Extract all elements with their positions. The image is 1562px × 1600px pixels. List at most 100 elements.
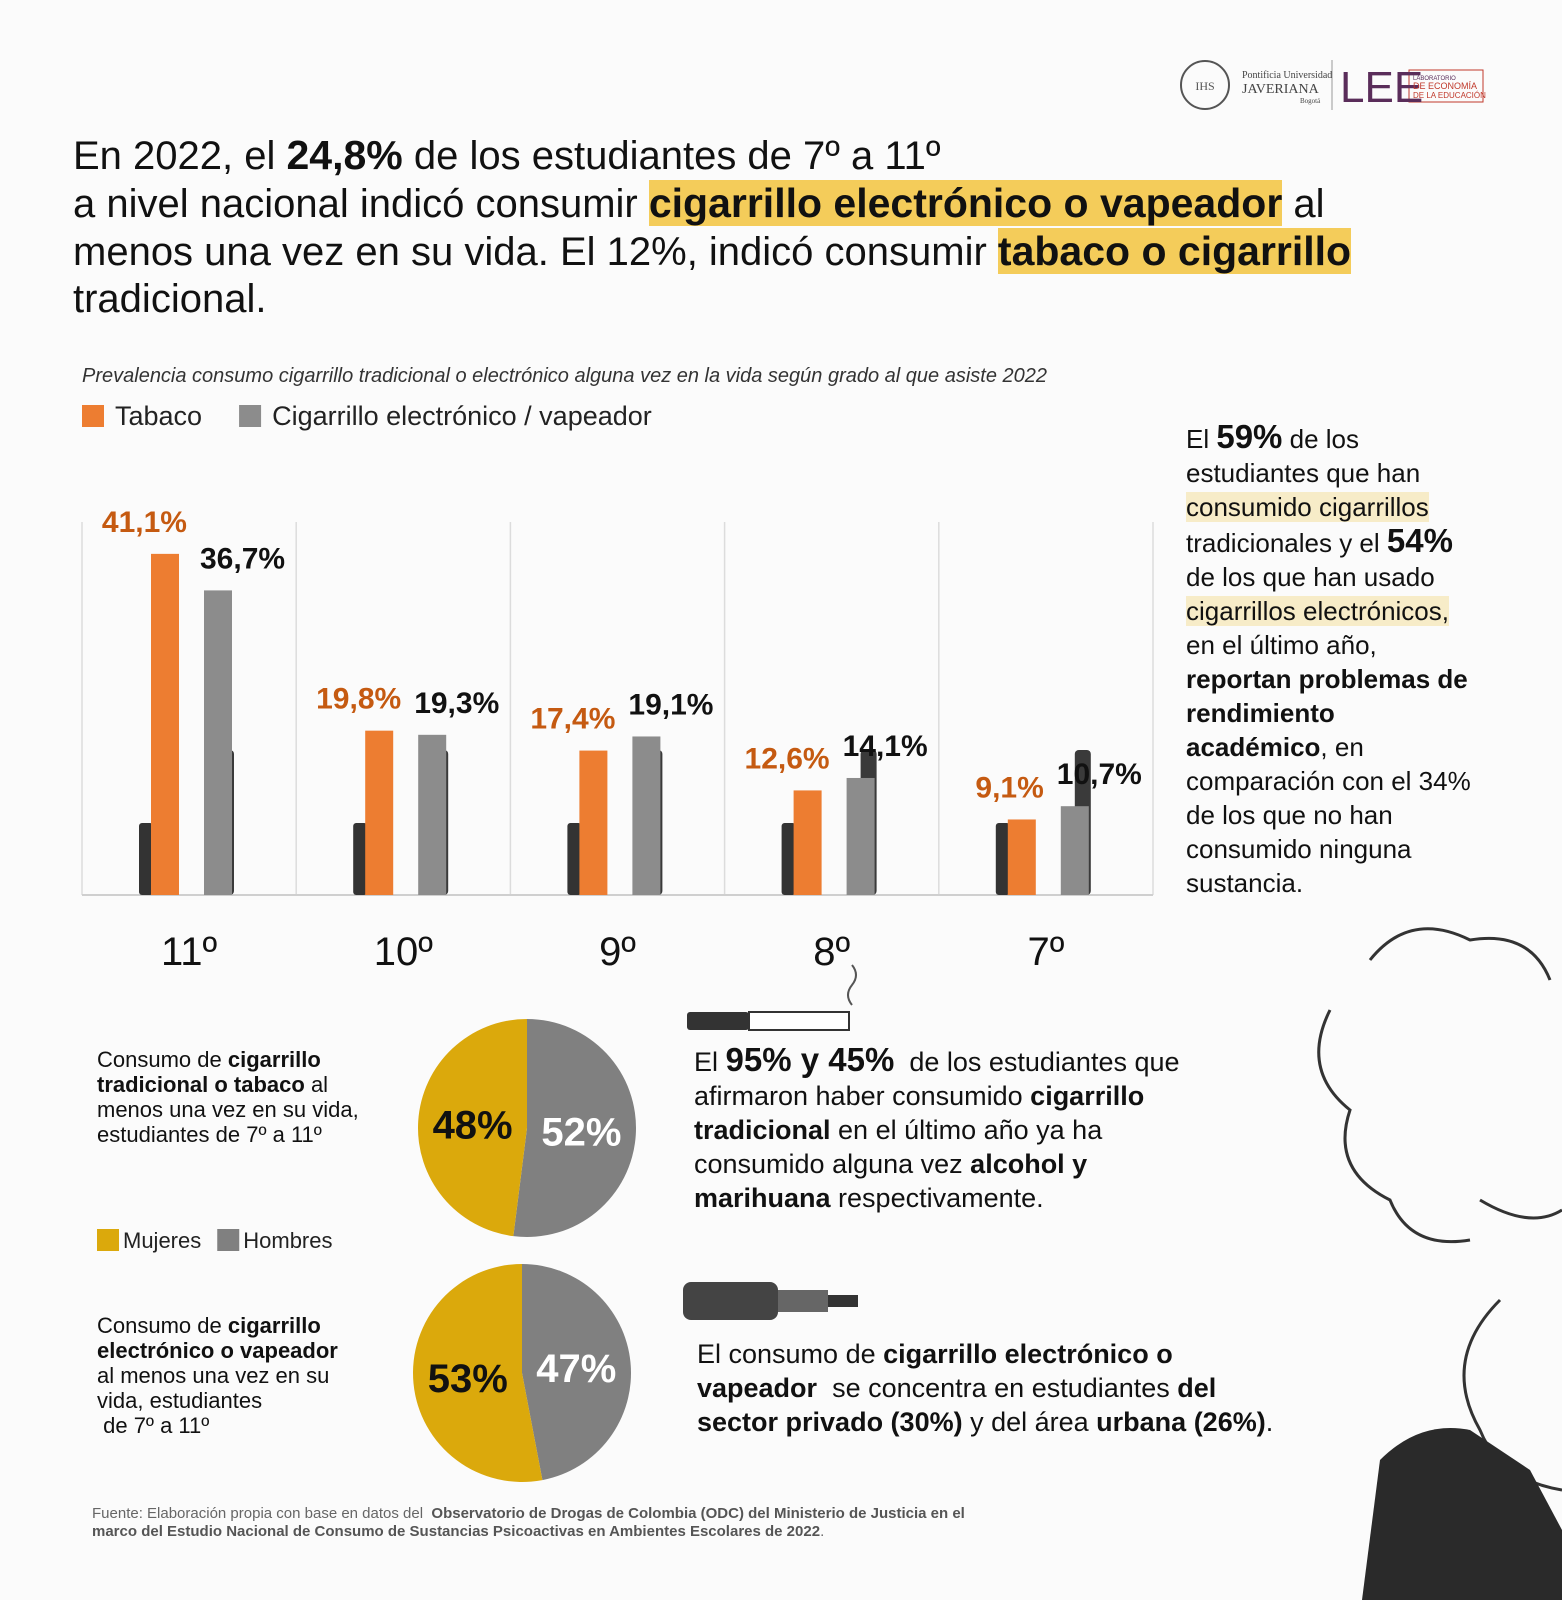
text-segment: comparación con el 34% xyxy=(1186,766,1471,796)
text-segment: estudiantes de 7º a 11º xyxy=(97,1122,322,1147)
text-line: en el último año, xyxy=(1186,628,1471,662)
text-line: consumido ninguna xyxy=(1186,832,1471,866)
text-segment: 24,8% xyxy=(286,132,403,178)
legend-label: Tabaco xyxy=(115,401,202,431)
bar xyxy=(365,730,394,895)
text-line: El 95% y 45% de los estudiantes que xyxy=(694,1043,1180,1079)
text-segment: tradicional o tabaco xyxy=(97,1072,305,1097)
text-line: de 7º a 11º xyxy=(97,1413,338,1438)
legend-swatch xyxy=(217,1229,240,1251)
text-segment: menos una vez en su vida. El 12%, indicó… xyxy=(73,230,998,274)
text-segment: tradicional. xyxy=(73,277,267,321)
text-line: cigarrillos electrónicos, xyxy=(1186,594,1471,628)
x-tick-label: 7º xyxy=(1027,930,1064,974)
smoke-illustration xyxy=(1317,927,1562,1492)
legend-label: Cigarrillo electrónico / vapeador xyxy=(272,401,652,431)
text-segment: en el último año ya ha xyxy=(830,1115,1103,1145)
text-segment: al menos una vez en su xyxy=(97,1363,330,1388)
text-segment: afirmaron haber consumido xyxy=(694,1081,1031,1111)
chart-subtitle: Prevalencia consumo cigarrillo tradicion… xyxy=(82,365,1047,387)
text-segment: de los estudiantes que xyxy=(894,1047,1180,1077)
text-segment: cigarrillo xyxy=(227,1313,321,1338)
text-segment: urbana (26%) xyxy=(1096,1407,1266,1437)
text-segment: En 2022, el xyxy=(73,134,287,178)
legend-label: Hombres xyxy=(243,1228,332,1253)
logo-text: DE ECONOMÍA xyxy=(1413,81,1477,91)
data-label: 14,1% xyxy=(843,730,928,763)
lab-logo-box xyxy=(1408,69,1484,103)
text-segment: reportan problemas de xyxy=(1186,664,1468,694)
cigarette-icon xyxy=(781,823,796,895)
pie-caption: Consumo de cigarrillo tradicional o tabac… xyxy=(97,1047,359,1147)
pie-slice xyxy=(513,1019,636,1237)
logo-text: Pontificia Universidad xyxy=(1242,70,1332,81)
text-segment: 59% xyxy=(1216,418,1283,455)
text-segment: marihuana xyxy=(694,1183,831,1213)
text-segment: vida, estudiantes xyxy=(97,1388,263,1413)
text-segment: . xyxy=(1265,1407,1274,1437)
text-segment: alcohol y xyxy=(970,1149,1088,1179)
text-segment: cigarrillo xyxy=(1030,1081,1145,1111)
text-line: sustancia. xyxy=(1186,866,1471,900)
text-segment: Fuente: Elaboración propia con base en d… xyxy=(92,1505,432,1522)
legend-label: Mujeres xyxy=(123,1228,201,1253)
text-segment: . xyxy=(820,1523,825,1540)
logo-text: DE LA EDUCACIÓN xyxy=(1413,91,1486,100)
bar xyxy=(418,734,447,895)
data-label: 52% xyxy=(541,1110,621,1154)
text-segment: cigarrillo xyxy=(227,1047,321,1072)
text-segment: 95% y 45% xyxy=(725,1041,895,1078)
text-line: En 2022, el 24,8% de los estudiantes de … xyxy=(73,132,1351,180)
text-line: tradicionales y el 54% xyxy=(1186,524,1471,560)
bar xyxy=(1060,806,1089,895)
text-segment: electrónico o vapeador xyxy=(97,1338,338,1363)
text-segment: El xyxy=(694,1047,726,1077)
text-segment: a nivel nacional indicó consumir xyxy=(73,182,649,226)
text-segment: cigarrillo electrónico o xyxy=(883,1339,1173,1369)
text-line: tradicional o tabaco al xyxy=(97,1072,359,1097)
note-vape: El consumo de cigarrillo electrónico o va… xyxy=(697,1337,1273,1439)
text-line: vapeador se concentra en estudiantes del xyxy=(697,1371,1273,1405)
text-segment: se concentra en estudiantes xyxy=(817,1373,1178,1403)
vape-illustration xyxy=(683,1282,858,1320)
data-label: 19,8% xyxy=(316,683,401,716)
text-line: al menos una vez en su xyxy=(97,1363,338,1388)
text-segment: de los estudiantes de 7º a 11º xyxy=(402,134,941,178)
side-note: El 59% de los estudiantes que han consumid… xyxy=(1186,420,1471,900)
text-segment: de los que han usado xyxy=(1186,562,1435,592)
text-segment: de los que no han xyxy=(1186,800,1393,830)
legend-swatch xyxy=(97,1229,119,1251)
text-segment: académico xyxy=(1186,732,1321,762)
text-segment: respectivamente. xyxy=(830,1183,1044,1213)
source-note: Fuente: Elaboración propia con base en d… xyxy=(92,1505,965,1541)
text-line: tradicional. xyxy=(73,276,1351,323)
text-line: rendimiento xyxy=(1186,696,1471,730)
text-line: Fuente: Elaboración propia con base en d… xyxy=(92,1505,965,1523)
logo-text: LEE xyxy=(1340,63,1423,112)
text-segment: tabaco o cigarrillo xyxy=(997,228,1352,274)
text-line: Consumo de cigarrillo xyxy=(97,1313,338,1338)
data-label: 19,3% xyxy=(414,687,499,720)
bar xyxy=(1007,819,1036,895)
text-segment: Consumo de xyxy=(97,1313,228,1338)
svg-text:IHS: IHS xyxy=(1195,79,1214,93)
x-tick-label: 10º xyxy=(374,930,433,974)
university-logo: IHS xyxy=(1180,60,1230,110)
text-line: El consumo de cigarrillo electrónico o xyxy=(697,1337,1273,1371)
text-line: menos una vez en su vida, xyxy=(97,1097,359,1122)
x-tick-label: 11º xyxy=(161,930,218,974)
data-label: 10,7% xyxy=(1057,758,1142,791)
text-line: tradicional en el último año ya ha xyxy=(694,1113,1180,1147)
cigarette-icon xyxy=(353,823,368,895)
text-segment: tradicionales y el xyxy=(1186,528,1387,558)
text-segment: tradicional xyxy=(694,1115,831,1145)
data-label: 53% xyxy=(428,1357,508,1401)
text-line: electrónico o vapeador xyxy=(97,1338,338,1363)
data-label: 48% xyxy=(433,1104,513,1148)
text-segment: vapeador xyxy=(697,1373,818,1403)
text-segment: cigarrillo electrónico o vapeador xyxy=(648,180,1283,226)
text-line: consumido alguna vez alcohol y xyxy=(694,1147,1180,1181)
text-line: Consumo de cigarrillo xyxy=(97,1047,359,1072)
text-line: reportan problemas de xyxy=(1186,662,1471,696)
